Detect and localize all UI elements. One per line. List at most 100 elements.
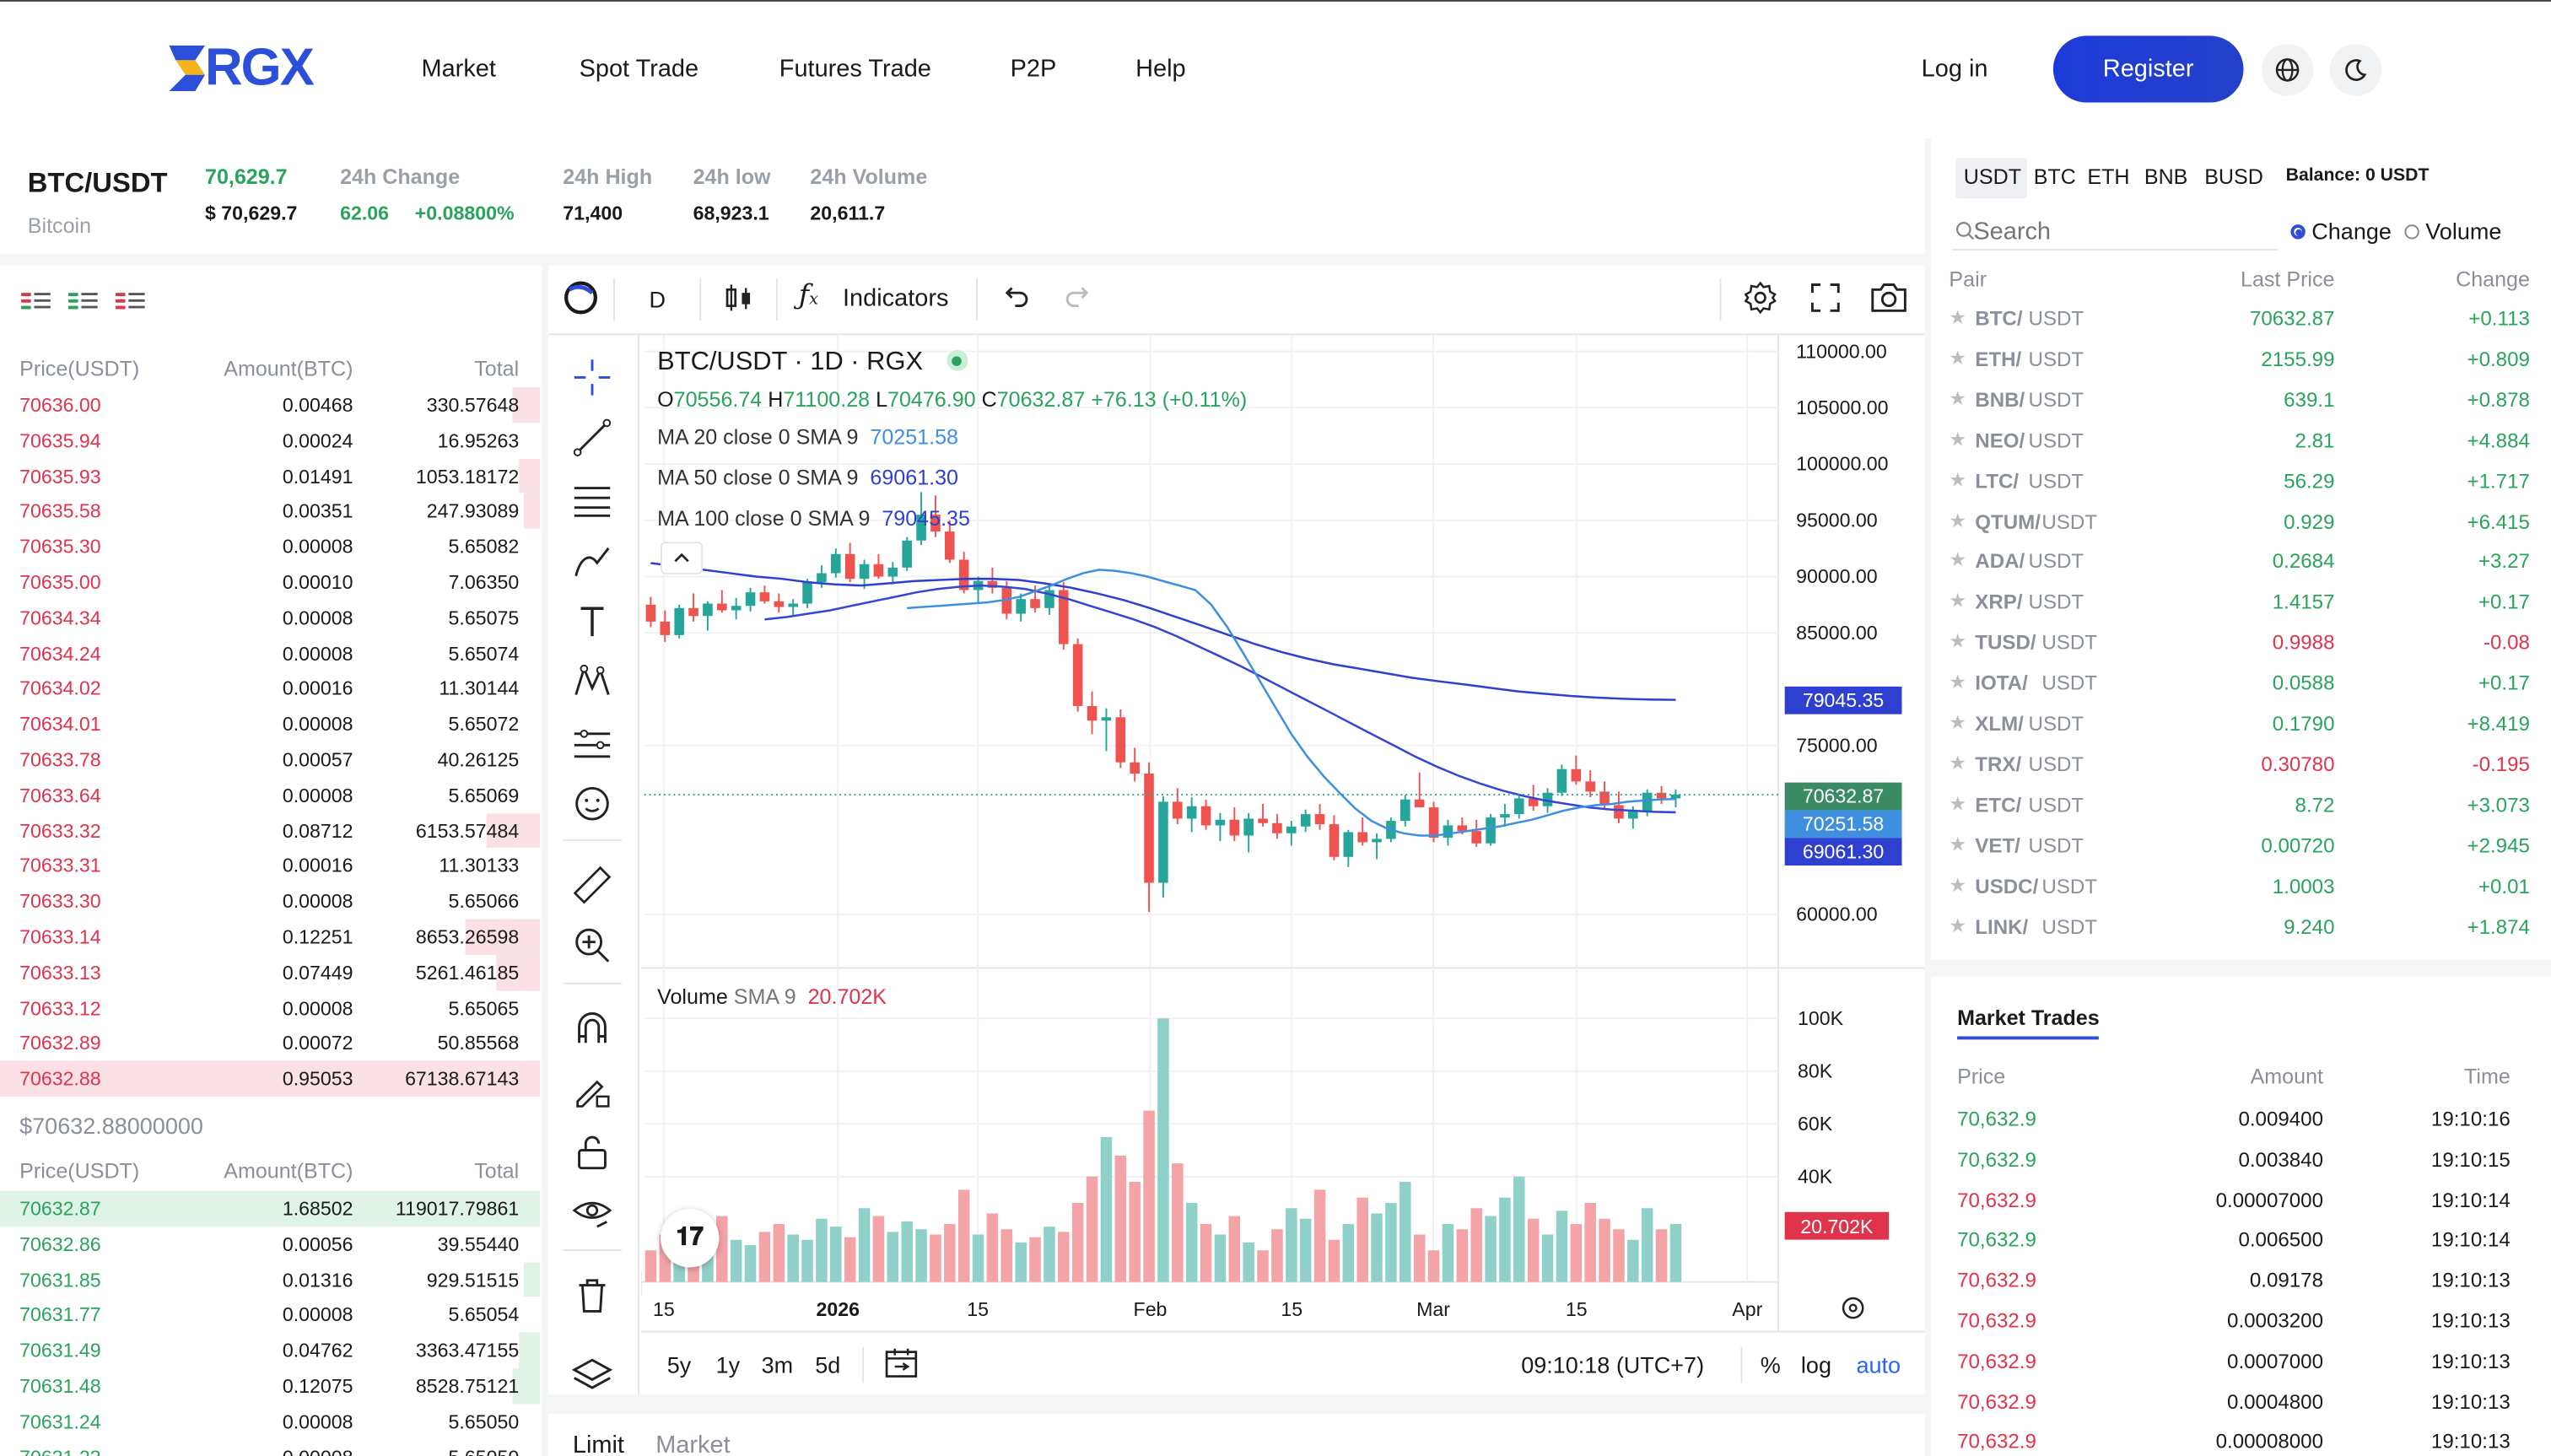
register-button[interactable]: Register (2052, 35, 2244, 103)
orderbook-row[interactable]: 70634.02 0.00016 11.30144 (0, 671, 540, 706)
fullscreen-button[interactable] (1809, 282, 1842, 315)
ma100-legend[interactable]: MA 100 close 0 SMA 9 79045.35 (657, 506, 970, 531)
logo[interactable]: RGX (169, 37, 342, 96)
sort-change-radio[interactable]: Change (2290, 218, 2392, 244)
market-search[interactable] (1952, 214, 2278, 251)
orderbook-row[interactable]: 70632.87 1.68502 119017.79861 (0, 1190, 541, 1227)
orderbook-row[interactable]: 70633.14 0.12251 8653.26598 (0, 919, 541, 955)
stay-drawing-tool[interactable] (569, 1067, 615, 1113)
range-3m[interactable]: 3m (761, 1351, 794, 1378)
orderbook-row[interactable]: 70635.30 0.00008 5.65082 (0, 529, 540, 564)
forecast-tool[interactable] (569, 720, 615, 766)
layers-tool[interactable] (569, 1352, 615, 1398)
star-icon[interactable]: ★ (1949, 791, 1967, 815)
range-5d[interactable]: 5d (815, 1351, 841, 1378)
orderbook-row[interactable]: 70631.77 0.00008 5.65054 (0, 1297, 540, 1333)
star-icon[interactable]: ★ (1949, 386, 1967, 410)
redo-button[interactable] (1064, 283, 1093, 313)
price-chart[interactable]: 110000.00 105000.00 100000.00 95000.00 90000… (640, 335, 1925, 1394)
nav-help[interactable]: Help (1135, 55, 1186, 84)
quote-tab-busd[interactable]: BUSD (2204, 164, 2263, 189)
star-icon[interactable]: ★ (1949, 548, 1967, 572)
market-row[interactable]: ★ USDC/ USDT 1.0003 +0.01 (1949, 868, 2531, 909)
login-link[interactable]: Log in (1921, 55, 1988, 84)
star-icon[interactable]: ★ (1949, 629, 1967, 653)
orderbook-row[interactable]: 70633.64 0.00008 5.65069 (0, 777, 540, 812)
ruler-tool[interactable] (569, 862, 615, 908)
orderbook-row[interactable]: 70633.30 0.00008 5.65066 (0, 884, 540, 919)
market-row[interactable]: ★ QTUM/ USDT 0.929 +6.415 (1949, 504, 2531, 544)
orderbook-row[interactable]: 70635.93 0.01491 1053.18172 (0, 458, 541, 494)
collapse-legend-button[interactable] (660, 542, 704, 574)
axis-settings-icon[interactable] (1842, 1297, 1864, 1319)
chart-type-button[interactable] (722, 282, 755, 315)
orderbook-row[interactable]: 70633.13 0.07449 5261.46185 (0, 954, 541, 990)
view-asks-icon[interactable] (115, 293, 145, 310)
tradingview-badge[interactable]: 𝟏𝟕 (660, 1208, 720, 1268)
delete-tool[interactable] (569, 1272, 615, 1318)
star-icon[interactable]: ★ (1949, 710, 1967, 734)
orderbook-row[interactable]: 70635.58 0.00351 247.93089 (0, 493, 541, 530)
orderbook-row[interactable]: 70633.78 0.00057 40.26125 (0, 741, 540, 777)
star-icon[interactable]: ★ (1949, 305, 1967, 329)
orderbook-row[interactable]: 70631.49 0.04762 3363.47155 (0, 1332, 541, 1368)
indicators-button[interactable]: ƒx Indicators (799, 280, 962, 315)
star-icon[interactable]: ★ (1949, 670, 1967, 693)
crosshair-tool[interactable] (569, 354, 615, 400)
star-icon[interactable]: ★ (1949, 508, 1967, 531)
orderbook-row[interactable]: 70632.88 0.95053 67138.67143 (0, 1060, 541, 1097)
orderbook-row[interactable]: 70633.32 0.08712 6153.57484 (0, 812, 541, 849)
market-row[interactable]: ★ ETH/ USDT 2155.99 +0.809 (1949, 342, 2531, 382)
quote-tab-bnb[interactable]: BNB (2144, 164, 2188, 189)
nav-market[interactable]: Market (421, 55, 496, 84)
orderbook-row[interactable]: 70635.94 0.00024 16.95263 (0, 423, 540, 458)
magnet-tool[interactable] (569, 1006, 615, 1051)
hide-tool[interactable] (569, 1189, 615, 1235)
orderbook-row[interactable]: 70631.85 0.01316 929.51515 (0, 1261, 541, 1297)
tab-market[interactable]: Market (655, 1432, 731, 1456)
volume-legend[interactable]: Volume SMA 9 20.702K (657, 984, 887, 1009)
chart-clock[interactable]: 09:10:18 (UTC+7) (1521, 1351, 1705, 1378)
orderbook-row[interactable]: 70631.48 0.12075 8528.75121 (0, 1367, 541, 1404)
view-bids-icon[interactable] (67, 293, 98, 310)
market-row[interactable]: ★ IOTA/ USDT 0.0588 +0.17 (1949, 666, 2531, 706)
lock-tool[interactable] (569, 1129, 615, 1174)
market-row[interactable]: ★ BNB/ USDT 639.1 +0.878 (1949, 382, 2531, 423)
market-row[interactable]: ★ XLM/ USDT 0.1790 +8.419 (1949, 706, 2531, 747)
market-row[interactable]: ★ LTC/ USDT 56.29 +1.717 (1949, 463, 2531, 504)
language-button[interactable] (2261, 44, 2314, 96)
quote-tab-eth[interactable]: ETH (2087, 164, 2130, 189)
percent-scale-toggle[interactable]: % (1760, 1351, 1781, 1378)
market-row[interactable]: ★ TRX/ USDT 0.30780 -0.195 (1949, 747, 2531, 787)
nav-futures-trade[interactable]: Futures Trade (779, 55, 931, 84)
star-icon[interactable]: ★ (1949, 467, 1967, 491)
market-row[interactable]: ★ ETC/ USDT 8.72 +3.073 (1949, 787, 2531, 828)
star-icon[interactable]: ★ (1949, 346, 1967, 369)
search-input[interactable] (1973, 214, 2275, 248)
screenshot-button[interactable] (1869, 282, 1908, 315)
settings-button[interactable] (1742, 280, 1777, 315)
undo-button[interactable] (1000, 283, 1030, 313)
trendline-tool[interactable] (569, 415, 615, 461)
view-both-icon[interactable] (21, 293, 51, 310)
star-icon[interactable]: ★ (1949, 589, 1967, 612)
market-trades-title[interactable]: Market Trades (1957, 1006, 2100, 1040)
text-tool[interactable] (569, 599, 615, 644)
ma50-legend[interactable]: MA 50 close 0 SMA 9 69061.30 (657, 466, 958, 490)
sort-volume-radio[interactable]: Volume (2404, 218, 2501, 244)
star-icon[interactable]: ★ (1949, 913, 1967, 936)
fib-tool[interactable] (569, 477, 615, 522)
range-1y[interactable]: 1y (715, 1351, 741, 1378)
market-row[interactable]: ★ LINK/ USDT 9.240 +1.874 (1949, 909, 2531, 949)
market-row[interactable]: ★ ADA/ USDT 0.2684 +3.27 (1949, 544, 2531, 585)
star-icon[interactable]: ★ (1949, 751, 1967, 774)
market-row[interactable]: ★ NEO/ USDT 2.81 +4.884 (1949, 423, 2531, 463)
market-row[interactable]: ★ TUSD/ USDT 0.9988 -0.08 (1949, 625, 2531, 666)
orderbook-row[interactable]: 70632.89 0.00072 50.85568 (0, 1026, 540, 1061)
market-row[interactable]: ★ XRP/ USDT 1.4157 +0.17 (1949, 585, 2531, 625)
market-row[interactable]: ★ VET/ USDT 0.00720 +2.945 (1949, 828, 2531, 868)
zoom-tool[interactable] (569, 922, 615, 968)
orderbook-row[interactable]: 70634.34 0.00008 5.65075 (0, 600, 540, 635)
orderbook-row[interactable]: 70634.24 0.00008 5.65074 (0, 635, 540, 671)
range-5y[interactable]: 5y (666, 1351, 692, 1378)
